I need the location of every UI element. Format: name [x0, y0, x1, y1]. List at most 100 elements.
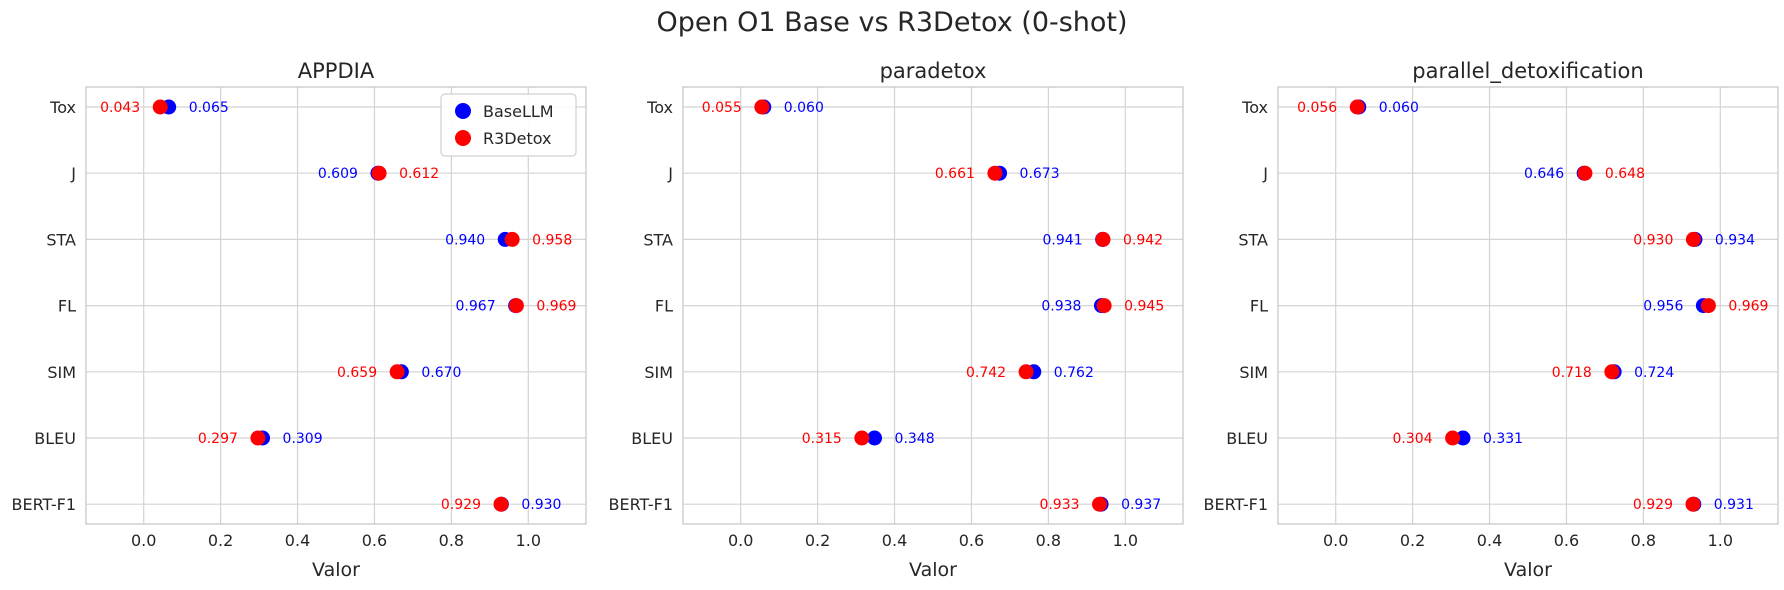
x-tick-label: 0.8	[1036, 531, 1061, 550]
x-tick-label: 1.0	[1113, 531, 1138, 550]
r3detox-marker	[854, 430, 870, 446]
base-value-label: 0.065	[189, 100, 229, 116]
r3detox-value-label: 0.055	[702, 100, 742, 116]
r3detox-value-label: 0.929	[1633, 497, 1673, 513]
base-value-label: 0.956	[1643, 299, 1683, 315]
base-value-label: 0.937	[1121, 497, 1161, 513]
y-tick-label: Tox	[49, 98, 76, 117]
x-tick-label: 0.0	[131, 531, 156, 550]
r3detox-value-label: 0.945	[1124, 299, 1164, 315]
panel-title: APPDIA	[298, 59, 375, 83]
r3detox-value-label: 0.929	[441, 497, 481, 513]
base-marker	[1455, 430, 1471, 446]
x-tick-label: 0.6	[959, 531, 984, 550]
r3detox-value-label: 0.315	[802, 431, 842, 447]
x-tick-label: 0.4	[882, 531, 907, 550]
r3detox-value-label: 0.056	[1297, 100, 1337, 116]
legend-box	[440, 93, 577, 157]
r3detox-value-label: 0.742	[966, 365, 1006, 381]
panel-2: 0.0 0.2 0.4 0.6 0.8 1.0 Tox J STA FL SIM BLEU BERT-F…	[609, 59, 1184, 581]
r3detox-marker	[1577, 165, 1593, 181]
r3detox-marker	[508, 298, 524, 314]
x-tick-label: 0.4	[285, 531, 310, 550]
base-value-label: 0.646	[1524, 166, 1564, 182]
r3detox-value-label: 0.933	[1039, 497, 1079, 513]
base-value-label: 0.670	[421, 365, 461, 381]
base-value-label: 0.348	[895, 431, 935, 447]
r3detox-value-label: 0.718	[1552, 365, 1592, 381]
x-tick-label: 0.4	[1477, 531, 1502, 550]
r3detox-marker	[371, 165, 387, 181]
r3detox-marker	[1700, 298, 1716, 314]
r3detox-value-label: 0.942	[1123, 232, 1163, 248]
base-value-label: 0.060	[784, 100, 824, 116]
base-value-label: 0.609	[318, 166, 358, 182]
y-tick-label: SIM	[47, 363, 76, 382]
y-tick-label: FL	[655, 297, 673, 316]
y-tick-label: J	[70, 164, 76, 183]
r3detox-marker	[1096, 298, 1112, 314]
plot-frame	[85, 86, 587, 525]
x-axis-label: Valor	[1504, 559, 1552, 581]
x-tick-label: 0.2	[208, 531, 233, 550]
r3detox-value-label: 0.958	[532, 232, 572, 248]
panel-1: 0.0 0.2 0.4 0.6 0.8 1.0 Tox J STA FL SIM BLEU BERT-F…	[12, 59, 587, 581]
r3detox-marker	[1018, 364, 1034, 380]
y-tick-label: STA	[643, 230, 673, 249]
base-value-label: 0.762	[1054, 365, 1094, 381]
base-value-label: 0.934	[1715, 232, 1755, 248]
legend-label-r3detox: R3Detox	[483, 129, 552, 148]
base-value-label: 0.930	[521, 497, 561, 513]
base-value-label: 0.941	[1043, 232, 1083, 248]
y-tick-label: BLEU	[631, 429, 673, 448]
r3detox-marker	[1604, 364, 1620, 380]
x-tick-label: 0.8	[439, 531, 464, 550]
panel-title: parallel_detoxification	[1412, 59, 1643, 84]
y-tick-label: STA	[46, 230, 76, 249]
panels: 0.0 0.2 0.4 0.6 0.8 1.0 Tox J STA FL SIM BLEU BERT-F…	[12, 59, 1779, 581]
r3detox-marker	[152, 99, 168, 115]
legend-label-base: BaseLLM	[483, 102, 554, 121]
x-axis-label: Valor	[312, 559, 360, 581]
r3detox-value-label: 0.659	[337, 365, 377, 381]
r3detox-value-label: 0.930	[1633, 232, 1673, 248]
y-tick-label: SIM	[644, 363, 673, 382]
r3detox-marker	[987, 165, 1003, 181]
base-value-label: 0.060	[1379, 100, 1419, 116]
r3detox-marker	[1685, 231, 1701, 247]
base-marker	[867, 430, 883, 446]
plot-frame	[682, 86, 1184, 525]
r3detox-value-label: 0.969	[536, 299, 576, 315]
r3detox-marker	[250, 430, 266, 446]
base-value-label: 0.673	[1020, 166, 1060, 182]
legend: BaseLLM R3Detox	[440, 93, 577, 157]
x-tick-label: 1.0	[516, 531, 541, 550]
r3detox-value-label: 0.297	[198, 431, 238, 447]
x-tick-label: 0.2	[805, 531, 830, 550]
plot-frame	[1277, 86, 1779, 525]
legend-marker-r3detox	[455, 130, 471, 146]
r3detox-value-label: 0.661	[935, 166, 975, 182]
panel-title: paradetox	[880, 59, 987, 83]
r3detox-marker	[1092, 496, 1108, 512]
base-value-label: 0.967	[456, 299, 496, 315]
panel-3: 0.0 0.2 0.4 0.6 0.8 1.0 Tox J STA FL SIM BLEU BERT-F…	[1204, 59, 1779, 581]
y-tick-label: BLEU	[34, 429, 76, 448]
y-tick-label: J	[667, 164, 673, 183]
legend-marker-base	[455, 103, 471, 119]
x-tick-label: 0.0	[728, 531, 753, 550]
r3detox-marker	[1445, 430, 1461, 446]
r3detox-value-label: 0.969	[1728, 299, 1768, 315]
y-tick-label: STA	[1238, 230, 1268, 249]
x-tick-label: 0.8	[1631, 531, 1656, 550]
y-tick-label: SIM	[1239, 363, 1268, 382]
r3detox-marker	[1095, 231, 1111, 247]
r3detox-value-label: 0.043	[100, 100, 140, 116]
r3detox-value-label: 0.612	[399, 166, 439, 182]
r3detox-marker	[493, 496, 509, 512]
figure-title: Open O1 Base vs R3Detox (0-shot)	[656, 7, 1127, 38]
r3detox-marker	[754, 99, 770, 115]
base-value-label: 0.331	[1483, 431, 1523, 447]
y-tick-label: Tox	[1241, 98, 1268, 117]
x-tick-label: 1.0	[1708, 531, 1733, 550]
